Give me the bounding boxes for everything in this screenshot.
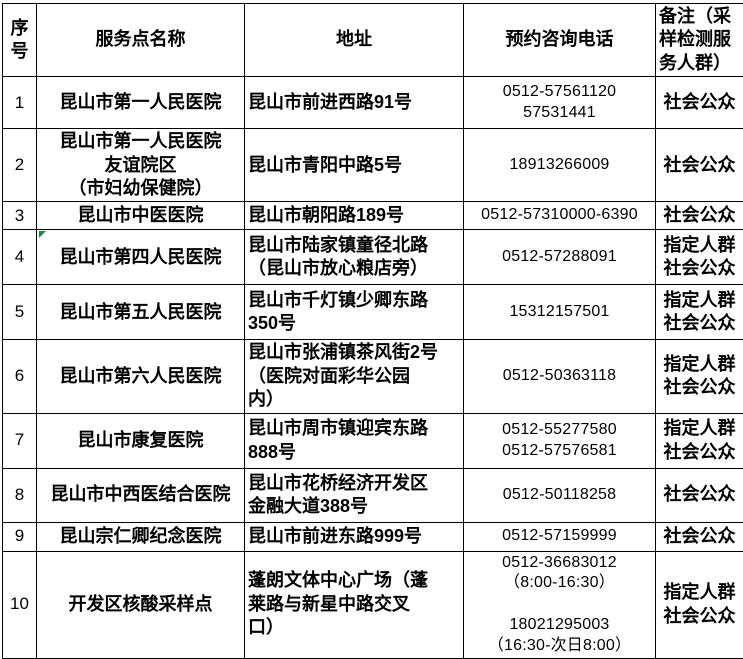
cell-phone: 15312157501: [464, 285, 656, 340]
cell-serial-number: 5: [3, 285, 37, 340]
cell-serial-number: 9: [3, 522, 37, 551]
cell-serial-number: 7: [3, 413, 37, 468]
cell-serial-number: 3: [3, 202, 37, 230]
cell-service-point-name: 昆山市第一人民医院 友谊院区 （市妇幼保健院）: [37, 129, 245, 202]
cell-serial-number: 1: [3, 77, 37, 129]
cell-remark: 指定人群 社会公众: [656, 285, 743, 340]
cell-address: 昆山市青阳中路5号: [245, 129, 464, 202]
cell-service-point-name: 昆山市第一人民医院: [37, 77, 245, 129]
header-serial-number: 序号: [3, 4, 37, 77]
header-address: 地址: [245, 4, 464, 77]
cell-phone: 0512-50118258: [464, 468, 656, 522]
header-remark: 备注（采样检测服务人群）: [656, 4, 743, 77]
cell-phone: 0512-57310000-6390: [464, 202, 656, 230]
cell-remark: 社会公众: [656, 129, 743, 202]
cell-phone: 0512-57288091: [464, 230, 656, 285]
cell-serial-number: 10: [3, 551, 37, 658]
cell-address: 昆山市张浦镇茶风街2号 （医院对面彩华公园 内）: [245, 340, 464, 413]
cell-service-point-name: 昆山市第五人民医院: [37, 285, 245, 340]
excel-error-indicator-icon: [39, 231, 46, 238]
cell-address: 昆山市前进东路999号: [245, 522, 464, 551]
cell-remark: 社会公众: [656, 77, 743, 129]
cell-address: 昆山市花桥经济开发区 金融大道388号: [245, 468, 464, 522]
cell-phone: 0512-55277580 0512-57576581: [464, 413, 656, 468]
cell-remark: 社会公众: [656, 202, 743, 230]
cell-remark: 指定人群 社会公众: [656, 413, 743, 468]
cell-serial-number: 4: [3, 230, 37, 285]
cell-phone: 0512-57159999: [464, 522, 656, 551]
table-header: 序号 服务点名称 地址 预约咨询电话 备注（采样检测服务人群）: [3, 4, 743, 77]
cell-phone: 0512-57561120 57531441: [464, 77, 656, 129]
header-row: 序号 服务点名称 地址 预约咨询电话 备注（采样检测服务人群）: [3, 4, 743, 77]
cell-service-point-name: 昆山市康复医院: [37, 413, 245, 468]
cell-service-point-name: 昆山市中医医院: [37, 202, 245, 230]
cell-address: 昆山市前进西路91号: [245, 77, 464, 129]
cell-serial-number: 6: [3, 340, 37, 413]
cell-serial-number: 8: [3, 468, 37, 522]
cell-remark: 指定人群 社会公众: [656, 230, 743, 285]
cell-serial-number: 2: [3, 129, 37, 202]
cell-phone: 0512-50363118: [464, 340, 656, 413]
cell-service-point-name: 昆山市第四人民医院: [37, 230, 245, 285]
cell-remark: 指定人群 社会公众: [656, 340, 743, 413]
cell-remark: 社会公众: [656, 522, 743, 551]
cell-service-point-name: 昆山宗仁卿纪念医院: [37, 522, 245, 551]
cell-address: 昆山市朝阳路189号: [245, 202, 464, 230]
cell-address: 昆山市陆家镇童径北路 （昆山市放心粮店旁）: [245, 230, 464, 285]
cell-address: 昆山市周市镇迎宾东路 888号: [245, 413, 464, 468]
cell-phone: 0512-36683012 （8:00-16:30） 18021295003 （…: [464, 551, 656, 658]
cell-service-point-name: 开发区核酸采样点: [37, 551, 245, 658]
cell-service-point-name: 昆山市中西医结合医院: [37, 468, 245, 522]
cell-address: 昆山市千灯镇少卿东路 350号: [245, 285, 464, 340]
cell-address: 蓬朗文体中心广场（蓬 莱路与新星中路交叉 口）: [245, 551, 464, 658]
cell-remark: 社会公众: [656, 468, 743, 522]
header-service-point-name: 服务点名称: [37, 4, 245, 77]
cell-phone: 18913266009: [464, 129, 656, 202]
cell-service-point-name: 昆山市第六人民医院: [37, 340, 245, 413]
header-phone: 预约咨询电话: [464, 4, 656, 77]
cell-remark: 指定人群 社会公众: [656, 551, 743, 658]
